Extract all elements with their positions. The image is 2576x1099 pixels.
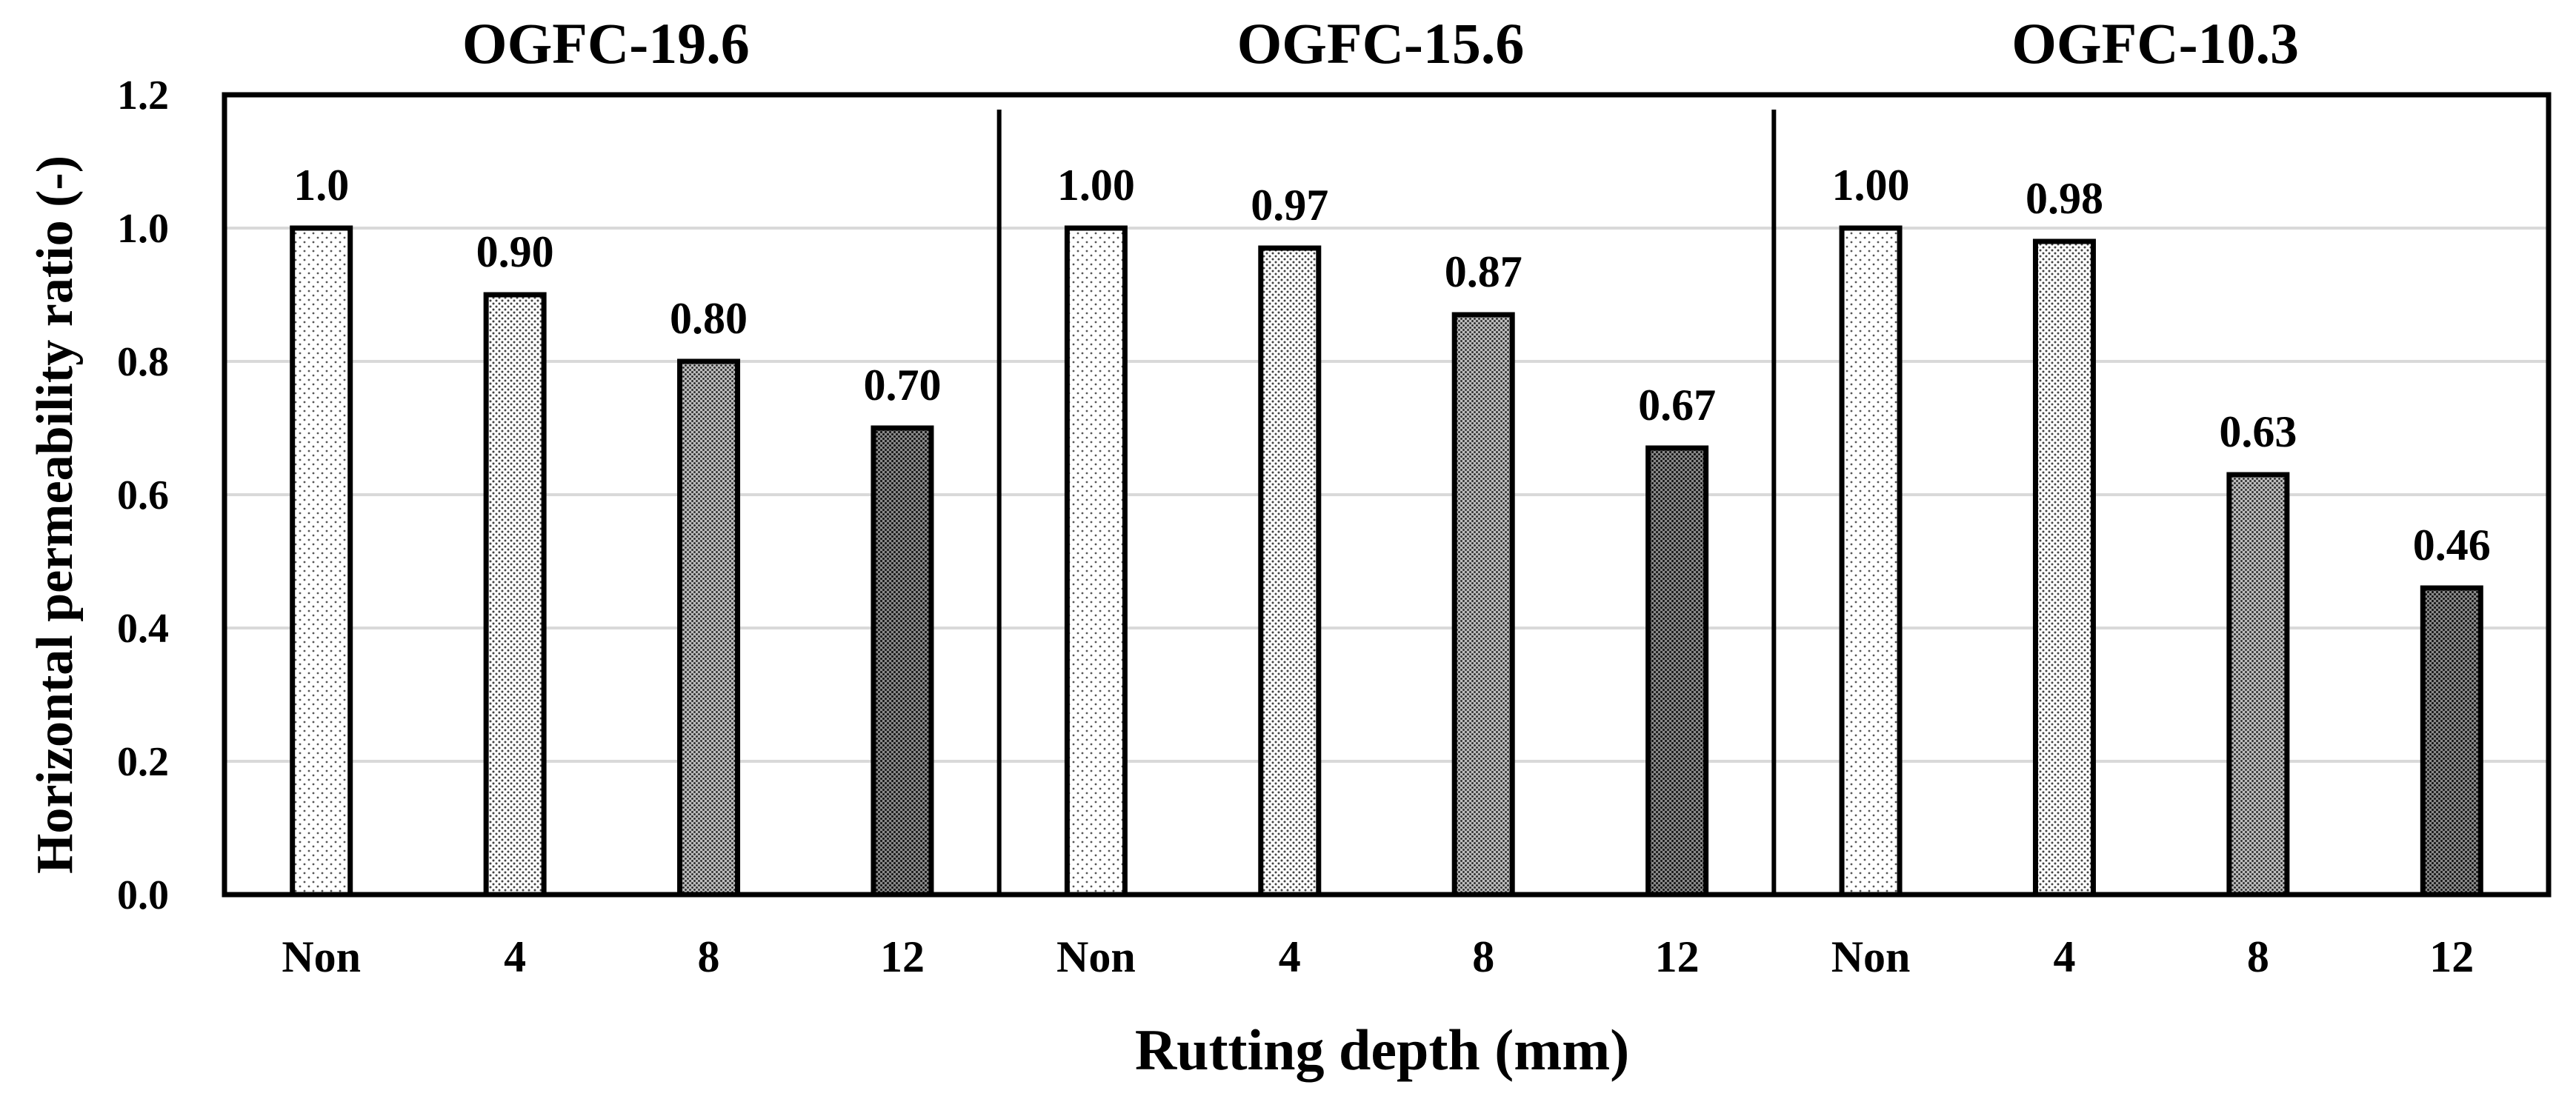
x-tick-label: 4 bbox=[504, 932, 526, 981]
x-tick-label: 4 bbox=[1279, 932, 1301, 981]
data-label: 0.67 bbox=[1638, 381, 1716, 430]
x-tick-label: Non bbox=[282, 932, 361, 981]
x-tick-label: 12 bbox=[880, 932, 925, 981]
group-title: OGFC-15.6 bbox=[1237, 11, 1525, 76]
data-label: 0.70 bbox=[863, 361, 941, 410]
x-axis-title: Rutting depth (mm) bbox=[1135, 1018, 1629, 1082]
x-tick-label: 4 bbox=[2053, 932, 2075, 981]
x-tick-label: 8 bbox=[2247, 932, 2269, 981]
bar bbox=[1839, 225, 1903, 898]
bar bbox=[1645, 445, 1709, 898]
x-tick-label: Non bbox=[1056, 932, 1136, 981]
data-label: 0.98 bbox=[2026, 174, 2103, 223]
bar bbox=[677, 358, 741, 898]
x-tick-label: 12 bbox=[1655, 932, 1700, 981]
bar bbox=[2420, 585, 2483, 898]
y-tick-label: 0.8 bbox=[117, 339, 169, 385]
data-label: 0.97 bbox=[1251, 181, 1328, 230]
data-label: 0.46 bbox=[2413, 521, 2491, 569]
bar bbox=[290, 225, 353, 898]
bar bbox=[1258, 245, 1322, 898]
data-label: 1.00 bbox=[1832, 161, 1910, 210]
data-label: 0.90 bbox=[476, 227, 554, 276]
y-tick-label: 0.0 bbox=[117, 872, 169, 918]
x-tick-label: 8 bbox=[1472, 932, 1494, 981]
x-tick-label: 8 bbox=[698, 932, 720, 981]
y-tick-label: 1.0 bbox=[117, 206, 169, 252]
y-tick-label: 0.4 bbox=[117, 606, 169, 652]
group-title: OGFC-10.3 bbox=[2011, 11, 2299, 76]
x-tick-label: Non bbox=[1831, 932, 1911, 981]
bar bbox=[1064, 225, 1128, 898]
y-tick-label: 0.2 bbox=[117, 739, 169, 785]
plot-frame bbox=[222, 92, 2552, 898]
group-title: OGFC-19.6 bbox=[462, 11, 750, 76]
data-label: 0.63 bbox=[2219, 407, 2297, 456]
bar bbox=[483, 292, 547, 898]
y-tick-label: 1.2 bbox=[117, 73, 169, 118]
data-label: 1.00 bbox=[1057, 161, 1135, 210]
data-label: 0.87 bbox=[1445, 247, 1522, 296]
data-label: 0.80 bbox=[670, 294, 748, 343]
bar bbox=[871, 425, 934, 898]
y-tick-label: 0.6 bbox=[117, 472, 169, 518]
bar bbox=[2032, 238, 2096, 898]
bar bbox=[1451, 312, 1515, 898]
bar bbox=[2226, 472, 2290, 898]
x-tick-label: 12 bbox=[2429, 932, 2474, 981]
y-axis-title: Horizontal permeability ratio (-) bbox=[27, 156, 84, 874]
data-label: 1.0 bbox=[293, 161, 349, 210]
